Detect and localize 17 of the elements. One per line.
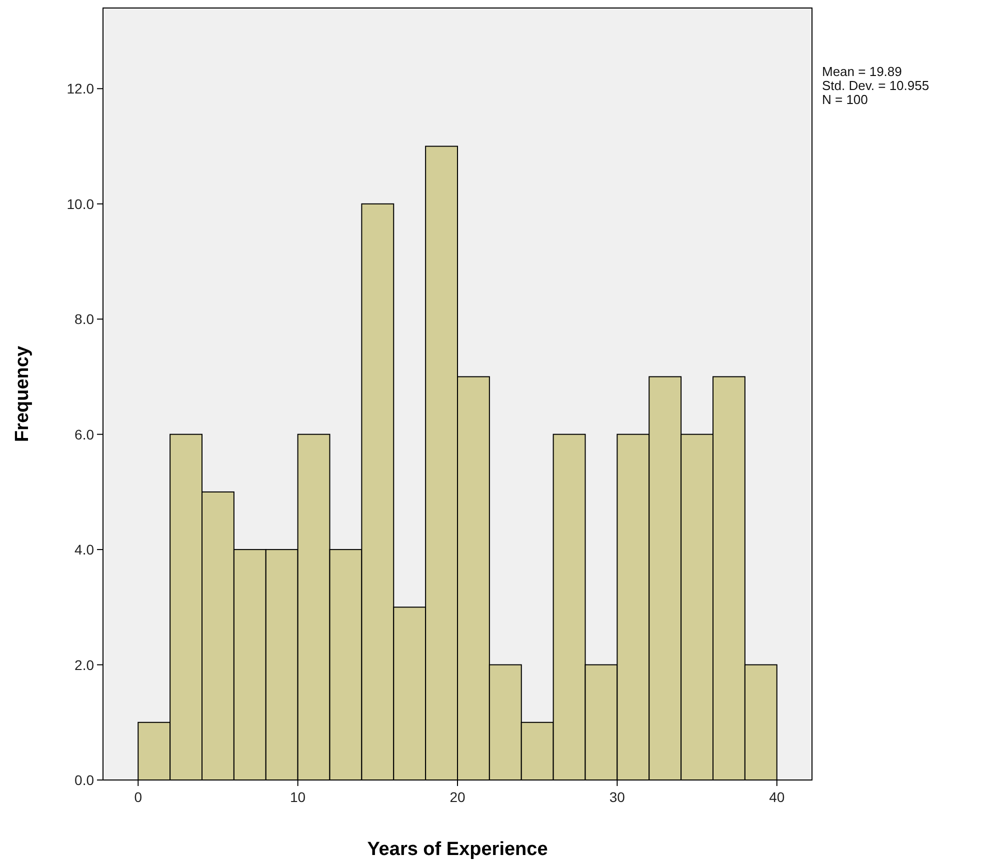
x-tick-label: 40 (769, 789, 785, 805)
text: N = 100 (822, 92, 868, 107)
y-tick-label: 8.0 (74, 311, 94, 328)
x-tick-label: 0 (134, 789, 142, 805)
y-tick-label: 4.0 (74, 542, 94, 558)
y-tick-label: 2.0 (74, 656, 94, 673)
y-tick-label: 12.0 (66, 80, 94, 97)
y-tick-label: 6.0 (74, 426, 94, 442)
text: Mean = 19.89 (822, 64, 902, 79)
x-tick-label: 20 (450, 789, 466, 805)
y-axis-title: Frequency (12, 346, 33, 442)
y-tick-label: 10.0 (66, 196, 94, 212)
x-axis-title: Years of Experience (367, 839, 548, 860)
text: Std. Dev. = 10.955 (822, 78, 930, 93)
y-tick-label: 0.0 (74, 772, 94, 788)
x-tick-label: 30 (609, 789, 626, 805)
x-tick-label: 10 (290, 789, 306, 805)
